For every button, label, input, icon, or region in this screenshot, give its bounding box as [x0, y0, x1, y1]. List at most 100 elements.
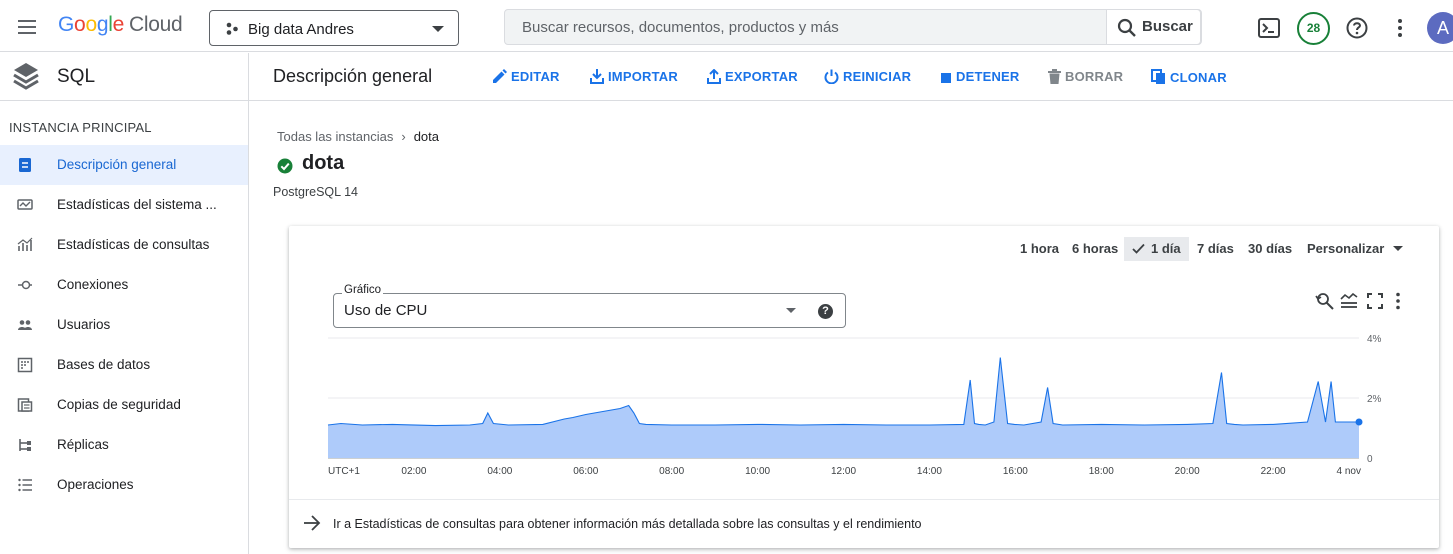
sidebar-item-users[interactable]: Usuarios [0, 305, 248, 345]
range-custom[interactable]: Personalizar [1307, 237, 1404, 261]
range-30-days[interactable]: 30 días [1248, 241, 1293, 256]
x-tick-label: 20:00 [1175, 466, 1200, 477]
x-tick-label: 06:00 [573, 466, 598, 477]
edit-button[interactable]: EDITAR [492, 69, 560, 84]
sidebar-item-replicas[interactable]: Réplicas [0, 425, 248, 465]
stop-icon [941, 73, 951, 83]
export-button[interactable]: EXPORTAR [707, 68, 798, 84]
range-1-day-label: 1 día [1151, 241, 1181, 256]
help-icon[interactable]: ? [818, 304, 833, 319]
range-6-hours[interactable]: 6 horas [1072, 241, 1119, 256]
databases-icon [17, 357, 33, 373]
check-circle-icon [277, 158, 293, 174]
more-vert-icon[interactable] [1396, 18, 1404, 38]
more-vert-icon[interactable] [1395, 292, 1401, 310]
logo-cloud-text: Cloud [128, 13, 183, 36]
breadcrumb-parent-link[interactable]: Todas las instancias [277, 129, 394, 144]
x-tick-label: 22:00 [1261, 466, 1286, 477]
backups-icon [17, 398, 33, 412]
sidebar-section-title: INSTANCIA PRINCIPAL [9, 120, 152, 135]
delete-button-label: BORRAR [1065, 69, 1124, 84]
x-tick-label: 12:00 [831, 466, 856, 477]
legend-toggle-icon[interactable] [1340, 293, 1358, 309]
main-menu-icon[interactable] [14, 14, 40, 40]
project-icon [226, 22, 238, 35]
restart-icon [824, 69, 839, 85]
breadcrumb-current: dota [413, 129, 439, 144]
product-title: SQL [57, 66, 96, 87]
y-tick-label: 0 [1367, 454, 1373, 465]
delete-button[interactable]: BORRAR [1048, 69, 1123, 84]
check-icon [1132, 243, 1145, 254]
chevron-right-icon: › [401, 129, 406, 144]
x-tick-label: UTC+1 [328, 466, 360, 477]
sidebar-item-label: Estadísticas del sistema ... [57, 197, 217, 212]
cpu-usage-chart[interactable]: 4% 2% 0 UTC+1 02:00 04:00 06:00 08:00 10:00 12:00… [325, 333, 1415, 483]
fullscreen-icon[interactable] [1367, 293, 1383, 309]
chart-metric-select[interactable]: Gráfico Uso de CPU ? [333, 284, 846, 328]
sidebar-item-label: Operaciones [57, 477, 134, 492]
stop-button[interactable]: DETENER [940, 69, 1020, 84]
trash-icon [1048, 69, 1061, 84]
search-icon [1117, 18, 1136, 37]
top-bar: Google Cloud Big data Andres Buscar recur… [0, 0, 1453, 52]
range-1-hour[interactable]: 1 hora [1020, 241, 1060, 256]
search-input[interactable]: Buscar recursos, documentos, productos y… [522, 19, 839, 36]
edit-icon [493, 69, 507, 83]
clone-button[interactable]: CLONAR [1151, 69, 1227, 85]
page-title: Descripción general [273, 66, 433, 86]
project-picker[interactable]: Big data Andres [209, 10, 459, 46]
sidebar-item-overview[interactable]: Descripción general [0, 145, 248, 185]
connections-icon [18, 280, 32, 290]
query-insights-link[interactable]: Ir a Estadísticas de consultas para obte… [289, 499, 1439, 548]
page-header: Descripción general EDITAR IMPORTAR EXPO… [249, 53, 1453, 101]
chevron-down-icon [432, 26, 444, 32]
sidebar: SQL INSTANCIA PRINCIPAL Descripción gene… [0, 53, 249, 554]
sidebar-item-system-insights[interactable]: Estadísticas del sistema ... [0, 185, 248, 225]
range-1-day[interactable]: 1 día [1124, 237, 1189, 261]
sidebar-item-operations[interactable]: Operaciones [0, 465, 248, 505]
y-tick-label: 4% [1367, 334, 1382, 345]
range-7-days[interactable]: 7 días [1197, 241, 1234, 256]
cpu-area [328, 357, 1359, 458]
import-icon [590, 69, 604, 84]
query-insights-link-text: Ir a Estadísticas de consultas para obte… [333, 517, 922, 531]
instance-name: dota [302, 152, 345, 174]
query-insights-icon [17, 237, 33, 251]
help-icon[interactable] [1346, 17, 1368, 39]
search-button-label: Buscar [1142, 18, 1193, 35]
import-button[interactable]: IMPORTAR [590, 69, 678, 84]
reset-zoom-icon[interactable] [1315, 291, 1335, 311]
sidebar-item-label: Estadísticas de consultas [57, 237, 210, 252]
chart-select-legend: Gráfico [342, 284, 384, 296]
sidebar-item-query-insights[interactable]: Estadísticas de consultas [0, 225, 248, 265]
arrow-right-icon [304, 515, 321, 531]
search-bar[interactable]: Buscar recursos, documentos, productos y… [504, 9, 1202, 45]
avatar[interactable]: A [1427, 12, 1453, 44]
export-button-label: EXPORTAR [725, 69, 798, 84]
chart-select-value: Uso de CPU [344, 302, 428, 319]
google-cloud-logo[interactable]: Google Cloud [58, 13, 183, 37]
cpu-line [327, 357, 1359, 427]
x-tick-label: 16:00 [1003, 466, 1028, 477]
clone-button-label: CLONAR [1170, 70, 1227, 85]
search-button[interactable]: Buscar [1106, 9, 1201, 45]
restart-button[interactable]: REINICIAR [824, 69, 911, 85]
edit-button-label: EDITAR [511, 69, 560, 84]
logo-google-text: Google [58, 13, 124, 36]
sidebar-item-label: Usuarios [57, 317, 111, 332]
range-custom-label: Personalizar [1307, 241, 1385, 256]
sidebar-item-connections[interactable]: Conexiones [0, 265, 248, 305]
monitoring-card: 1 hora 6 horas 1 día 7 días 30 días Pers… [289, 226, 1439, 548]
sidebar-item-databases[interactable]: Bases de datos [0, 345, 248, 385]
chevron-down-icon [786, 308, 796, 313]
sidebar-item-label: Descripción general [57, 157, 177, 172]
export-icon [707, 68, 721, 84]
cloud-shell-icon[interactable] [1258, 18, 1280, 38]
overview-icon [19, 158, 31, 172]
breadcrumb: Todas las instancias › dota [277, 129, 439, 144]
sidebar-item-backups[interactable]: Copias de seguridad [0, 385, 248, 425]
x-tick-label: 10:00 [745, 466, 770, 477]
notifications-badge[interactable]: 28 [1297, 12, 1330, 45]
y-tick-label: 2% [1367, 394, 1382, 405]
